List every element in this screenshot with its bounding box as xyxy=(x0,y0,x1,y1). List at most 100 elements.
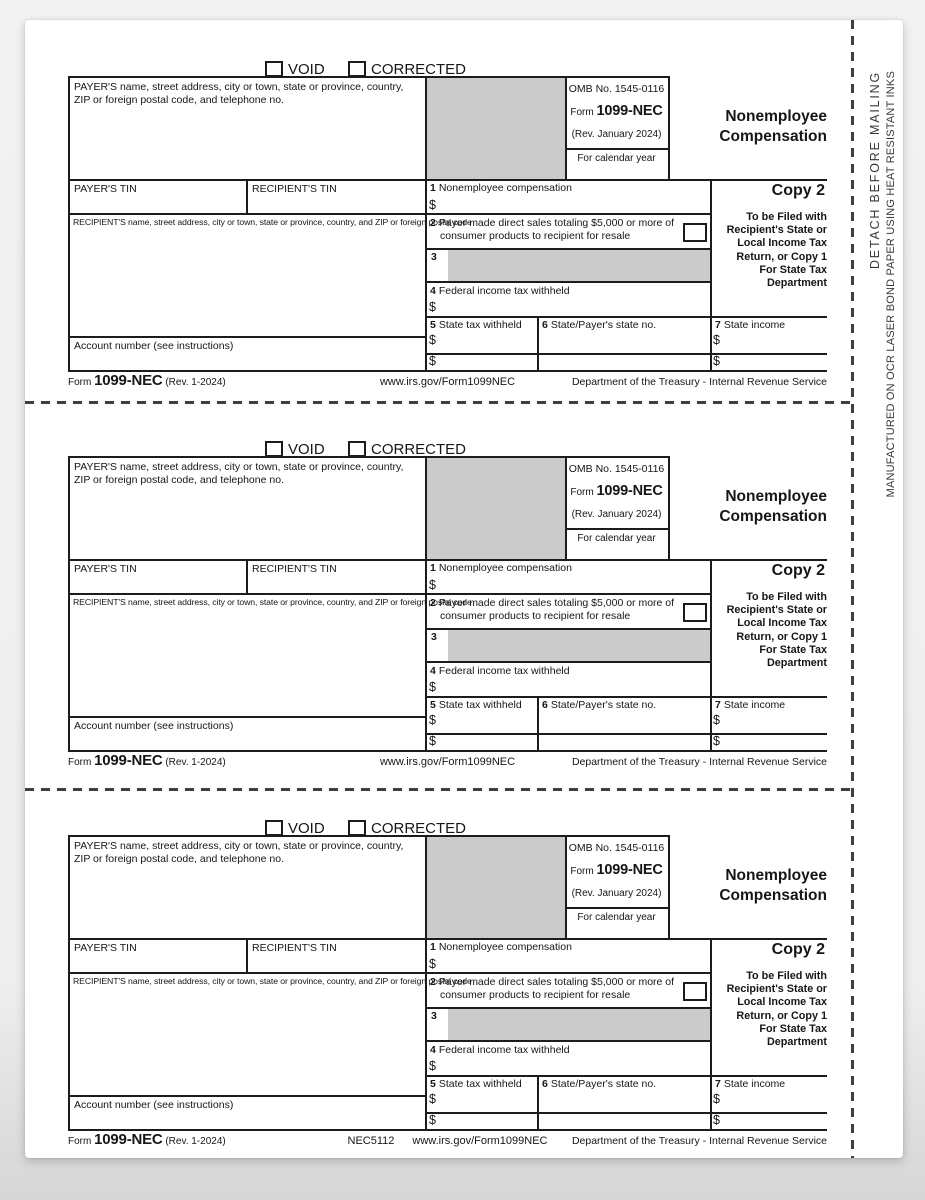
footer-irs-url: www.irs.gov/Form1099NEC xyxy=(379,756,516,768)
footer-department: Department of the Treasury - Internal Re… xyxy=(571,1135,827,1147)
box5-dollar-sign-row2: $ xyxy=(429,734,436,748)
box5-amount-field-row1[interactable] xyxy=(439,332,535,350)
box6-field-row1[interactable] xyxy=(541,1091,708,1109)
grid-line-vertical xyxy=(537,1075,539,1131)
box2-label: 2 Payer made direct sales totaling $5,000… xyxy=(430,597,688,622)
form-title-line1: Nonemployee xyxy=(725,867,827,884)
box5-amount-field-row1[interactable] xyxy=(439,1091,535,1109)
box7-amount-field-row2[interactable] xyxy=(723,735,825,748)
box6-field-row2[interactable] xyxy=(541,1114,708,1127)
grid-line-horizontal xyxy=(425,353,827,355)
box6-field-row2[interactable] xyxy=(541,355,708,368)
recipient-info-field[interactable] xyxy=(70,609,423,714)
box7-amount-field-row2[interactable] xyxy=(723,355,825,368)
footer-center: www.irs.gov/Form1099NEC xyxy=(68,756,827,768)
void-label: VOID xyxy=(288,820,325,837)
box5-amount-field-row2[interactable] xyxy=(439,1114,535,1127)
account-number-field[interactable] xyxy=(70,1111,423,1127)
corrected-checkbox[interactable] xyxy=(348,441,366,457)
box4-amount-field[interactable] xyxy=(439,1058,708,1072)
box6-label: 6 State/Payer's state no. xyxy=(542,699,656,711)
payer-tin-field[interactable] xyxy=(70,195,244,211)
shaded-area-box3 xyxy=(448,1009,710,1040)
box6-field-row2[interactable] xyxy=(541,735,708,748)
form-title-line2: Compensation xyxy=(719,508,827,525)
grid-line-vertical xyxy=(68,76,70,372)
box4-dollar-sign: $ xyxy=(429,680,436,694)
box1-amount-field[interactable] xyxy=(439,197,708,211)
omb-number: OMB No. 1545-0116 xyxy=(568,842,665,854)
box7-number: 7 xyxy=(715,1078,721,1090)
box7-amount-field-row1[interactable] xyxy=(723,712,825,730)
payer-tin-field[interactable] xyxy=(70,575,244,591)
account-number-label: Account number (see instructions) xyxy=(74,720,234,732)
box2-number: 2 xyxy=(430,597,436,609)
calendar-year-field[interactable] xyxy=(567,545,666,558)
box7-text: State income xyxy=(723,1078,786,1090)
box6-field-row1[interactable] xyxy=(541,332,708,350)
payer-tin-field[interactable] xyxy=(70,954,244,970)
copy2-desc-line: Recipient's State or xyxy=(726,224,827,237)
box4-number: 4 xyxy=(430,285,436,297)
box7-amount-field-row1[interactable] xyxy=(723,332,825,350)
recipient-tin-field[interactable] xyxy=(248,575,423,591)
form-word: Form xyxy=(570,866,594,877)
void-checkbox[interactable] xyxy=(265,820,283,836)
grid-line-horizontal xyxy=(68,750,827,752)
box1-dollar-sign: $ xyxy=(429,578,436,592)
corrected-checkbox[interactable] xyxy=(348,61,366,77)
box7-amount-field-row2[interactable] xyxy=(723,1114,825,1127)
recipient-info-field[interactable] xyxy=(70,229,423,334)
account-number-label: Account number (see instructions) xyxy=(74,1099,234,1111)
perforation-line-2 xyxy=(25,788,853,791)
box5-number: 5 xyxy=(430,1078,436,1090)
footer-form-number: 1099-NEC xyxy=(94,752,163,769)
box7-text: State income xyxy=(723,319,786,331)
grid-line-vertical xyxy=(68,456,70,752)
box6-number: 6 xyxy=(542,699,548,711)
box2-checkbox[interactable] xyxy=(683,223,707,242)
grid-line-vertical xyxy=(565,835,567,940)
box4-amount-field[interactable] xyxy=(439,679,708,693)
form-title-line1: Nonemployee xyxy=(725,108,827,125)
calendar-year-field[interactable] xyxy=(567,924,666,937)
box2-checkbox[interactable] xyxy=(683,982,707,1001)
box5-amount-field-row1[interactable] xyxy=(439,712,535,730)
box5-number: 5 xyxy=(430,699,436,711)
box4-amount-field[interactable] xyxy=(439,299,708,313)
box5-dollar-sign-row1: $ xyxy=(429,333,436,347)
recipient-tin-field[interactable] xyxy=(248,954,423,970)
grid-line-vertical xyxy=(425,456,427,752)
void-checkbox[interactable] xyxy=(265,61,283,77)
box2-checkbox[interactable] xyxy=(683,603,707,622)
box5-text: State tax withheld xyxy=(438,699,522,711)
account-number-field[interactable] xyxy=(70,732,423,748)
form-word: Form xyxy=(570,487,594,498)
box7-amount-field-row1[interactable] xyxy=(723,1091,825,1109)
box1-number: 1 xyxy=(430,182,436,194)
form-number: 1099-NEC xyxy=(596,103,663,119)
void-label: VOID xyxy=(288,61,325,78)
box5-dollar-sign-row1: $ xyxy=(429,713,436,727)
recipient-tin-field[interactable] xyxy=(248,195,423,211)
shaded-area-box3 xyxy=(448,250,710,281)
grid-line-horizontal xyxy=(425,628,712,630)
box6-field-row1[interactable] xyxy=(541,712,708,730)
box5-amount-field-row2[interactable] xyxy=(439,355,535,368)
calendar-year-field[interactable] xyxy=(567,165,666,178)
box5-amount-field-row2[interactable] xyxy=(439,735,535,748)
footer-department: Department of the Treasury - Internal Re… xyxy=(571,376,827,388)
recipient-info-field[interactable] xyxy=(70,988,423,1093)
corrected-checkbox[interactable] xyxy=(348,820,366,836)
grid-line-horizontal xyxy=(565,148,670,150)
box1-amount-field[interactable] xyxy=(439,577,708,591)
account-number-field[interactable] xyxy=(70,352,423,368)
box7-dollar-sign-row2: $ xyxy=(713,354,720,368)
copy2-desc-line: Return, or Copy 1 xyxy=(736,1009,827,1022)
box7-dollar-sign-row2: $ xyxy=(713,734,720,748)
payer-tin-label: PAYER'S TIN xyxy=(74,942,137,954)
void-checkbox[interactable] xyxy=(265,441,283,457)
box1-amount-field[interactable] xyxy=(439,956,708,970)
box6-number: 6 xyxy=(542,1078,548,1090)
box6-label: 6 State/Payer's state no. xyxy=(542,1078,656,1090)
